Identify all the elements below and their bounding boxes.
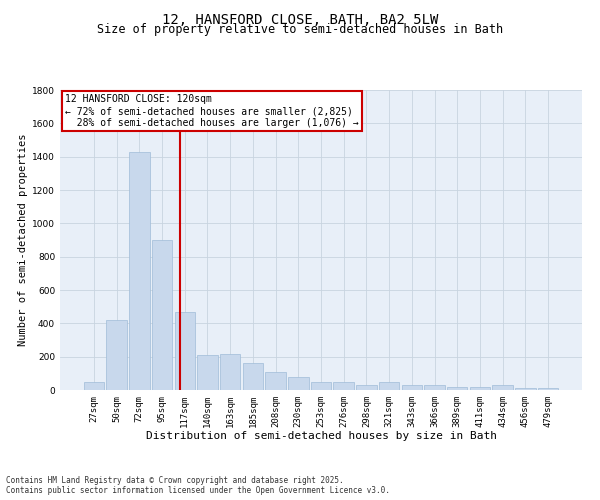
Bar — [175, 312, 195, 390]
Bar — [424, 385, 445, 390]
Bar — [515, 388, 536, 390]
Bar — [470, 386, 490, 390]
Bar — [447, 386, 467, 390]
Bar — [84, 382, 104, 390]
Text: 12 HANSFORD CLOSE: 120sqm
← 72% of semi-detached houses are smaller (2,825)
  28: 12 HANSFORD CLOSE: 120sqm ← 72% of semi-… — [65, 94, 359, 128]
Y-axis label: Number of semi-detached properties: Number of semi-detached properties — [18, 134, 28, 346]
Bar — [220, 354, 241, 390]
Bar — [152, 240, 172, 390]
Bar — [197, 355, 218, 390]
Text: Contains HM Land Registry data © Crown copyright and database right 2025.
Contai: Contains HM Land Registry data © Crown c… — [6, 476, 390, 495]
Bar — [334, 382, 354, 390]
Bar — [265, 372, 286, 390]
Bar — [242, 364, 263, 390]
Bar — [401, 385, 422, 390]
Bar — [538, 388, 558, 390]
Bar — [106, 320, 127, 390]
Bar — [311, 382, 331, 390]
Bar — [356, 385, 377, 390]
Bar — [493, 385, 513, 390]
Bar — [129, 152, 149, 390]
Bar — [379, 382, 400, 390]
X-axis label: Distribution of semi-detached houses by size in Bath: Distribution of semi-detached houses by … — [146, 432, 497, 442]
Bar — [288, 376, 308, 390]
Text: 12, HANSFORD CLOSE, BATH, BA2 5LW: 12, HANSFORD CLOSE, BATH, BA2 5LW — [162, 12, 438, 26]
Text: Size of property relative to semi-detached houses in Bath: Size of property relative to semi-detach… — [97, 22, 503, 36]
